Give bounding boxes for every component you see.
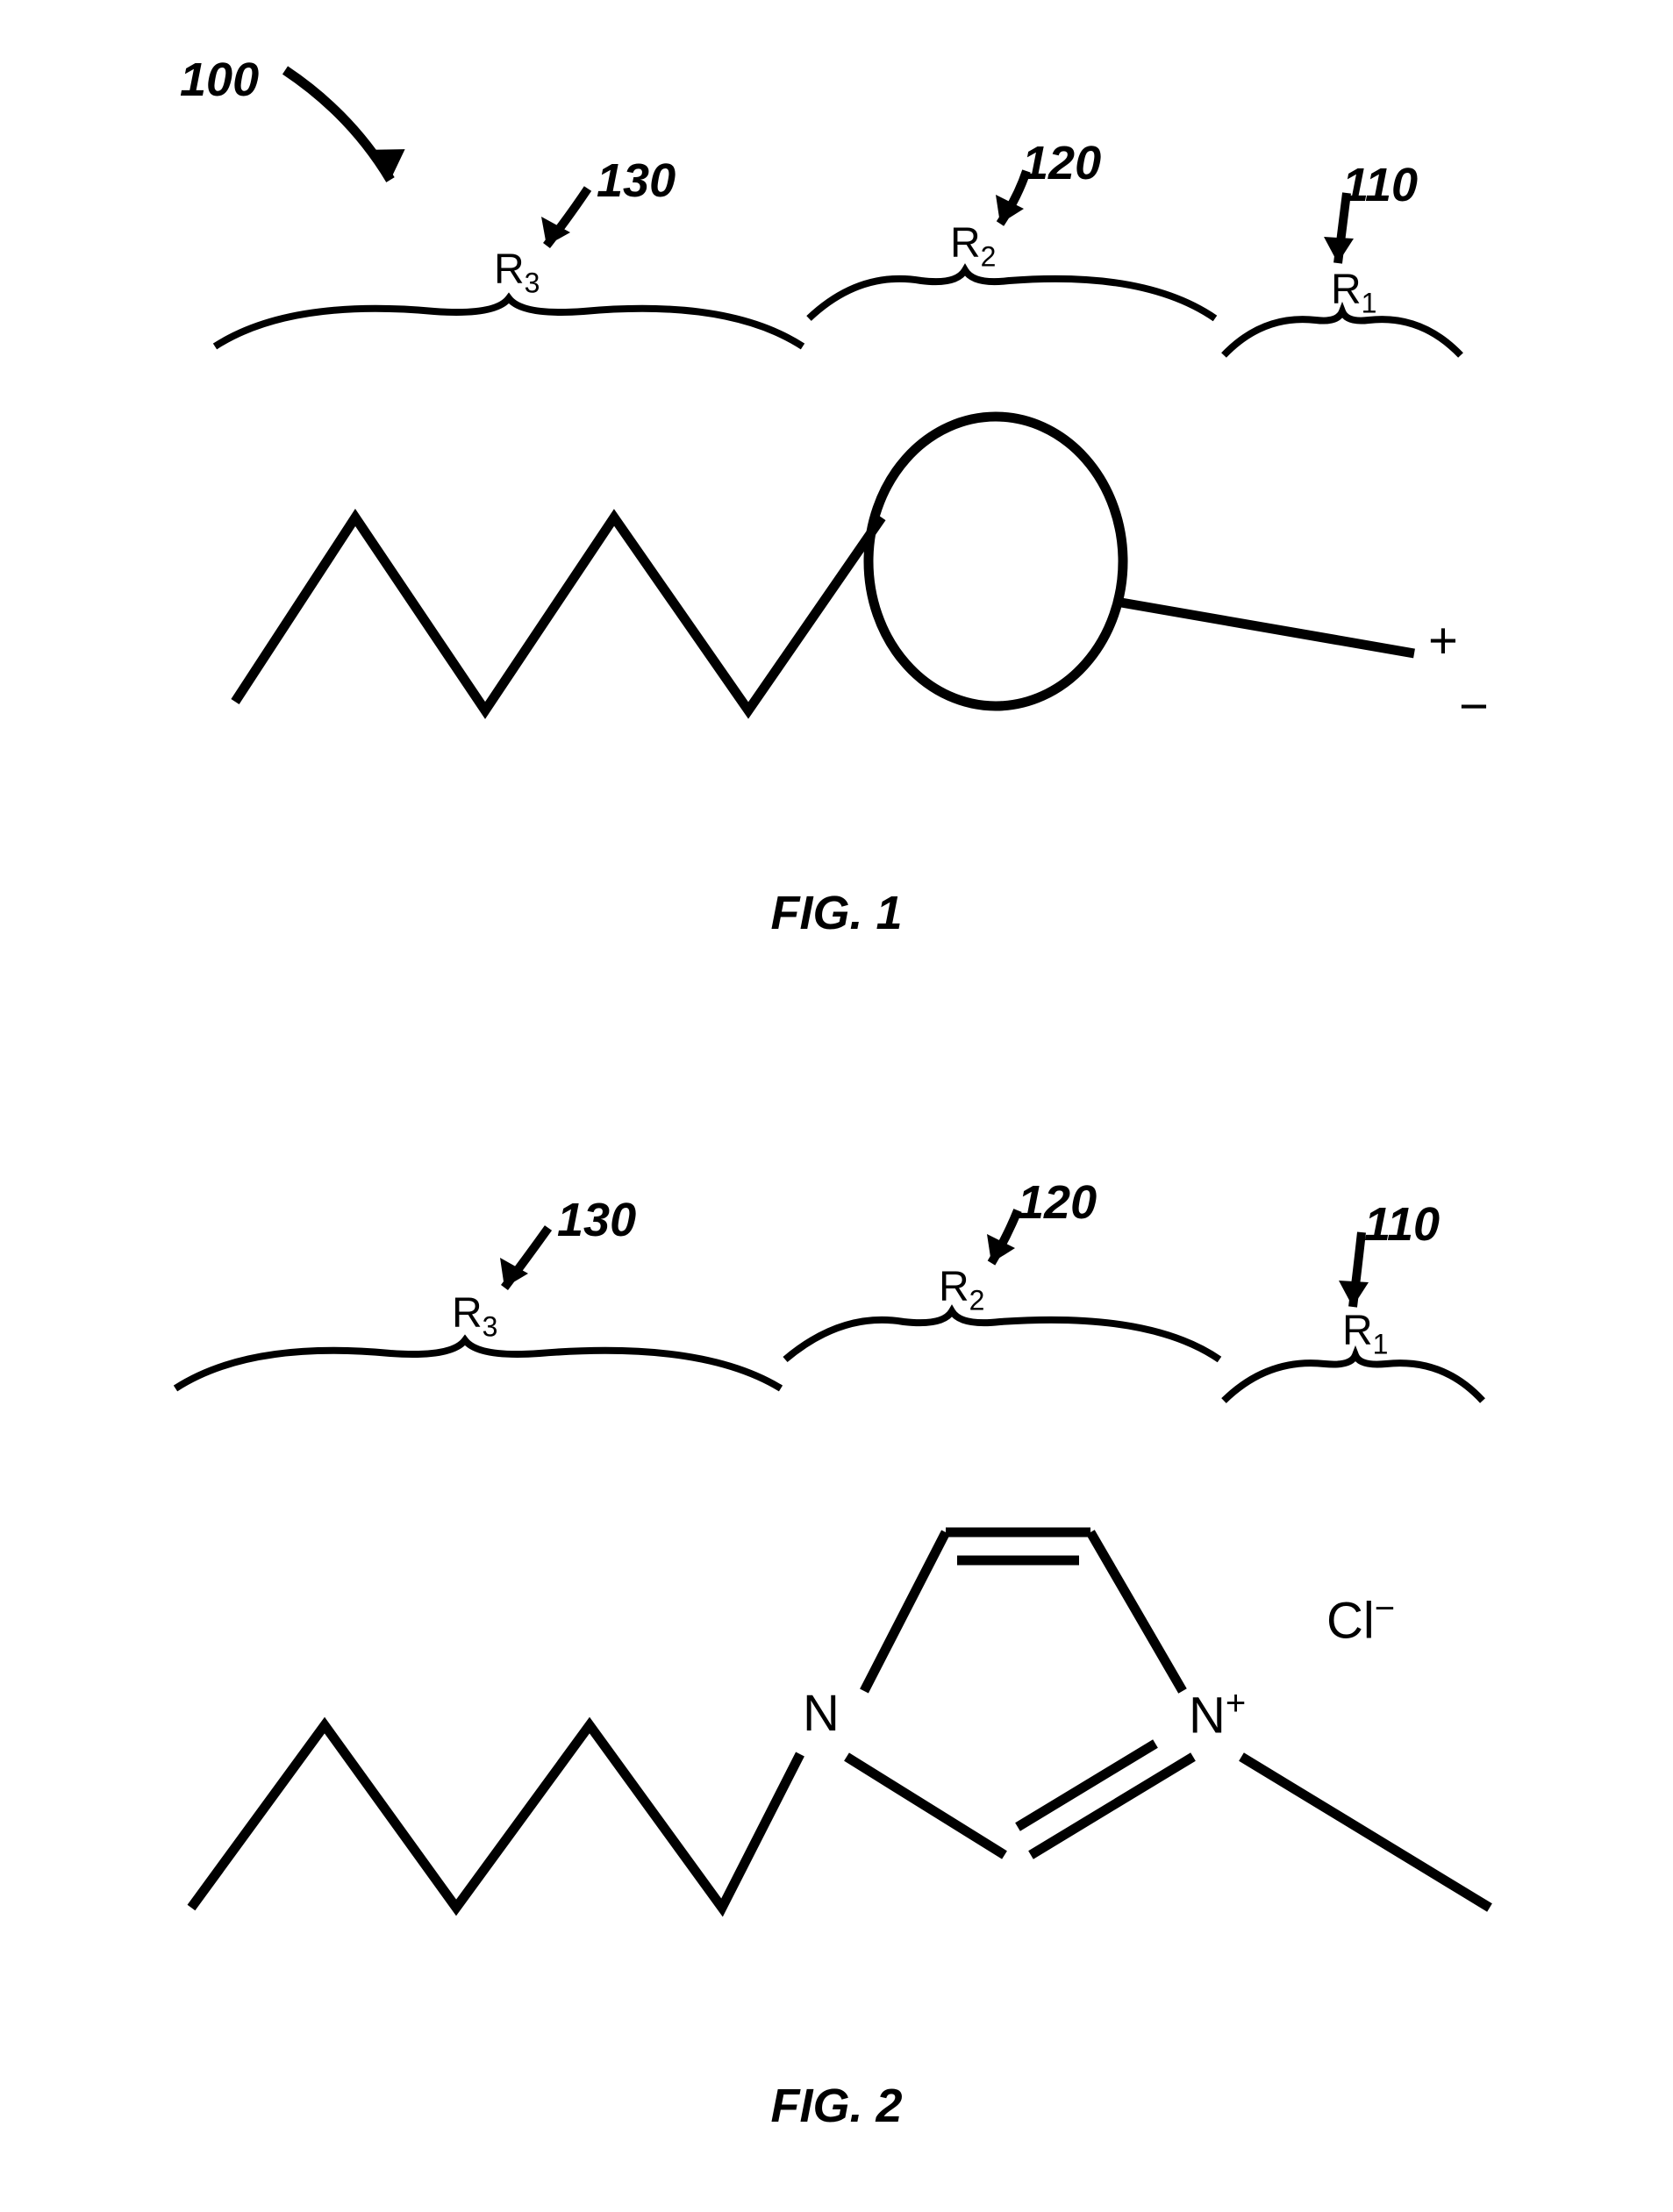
structure-fig2 (0, 0, 1673, 1973)
cl-minus: Cl− (1326, 1589, 1395, 1650)
n-plus-atom: N+ (1189, 1684, 1246, 1745)
n-left-atom: N (803, 1684, 840, 1743)
figure-2-label: FIG. 2 (0, 2079, 1673, 2133)
